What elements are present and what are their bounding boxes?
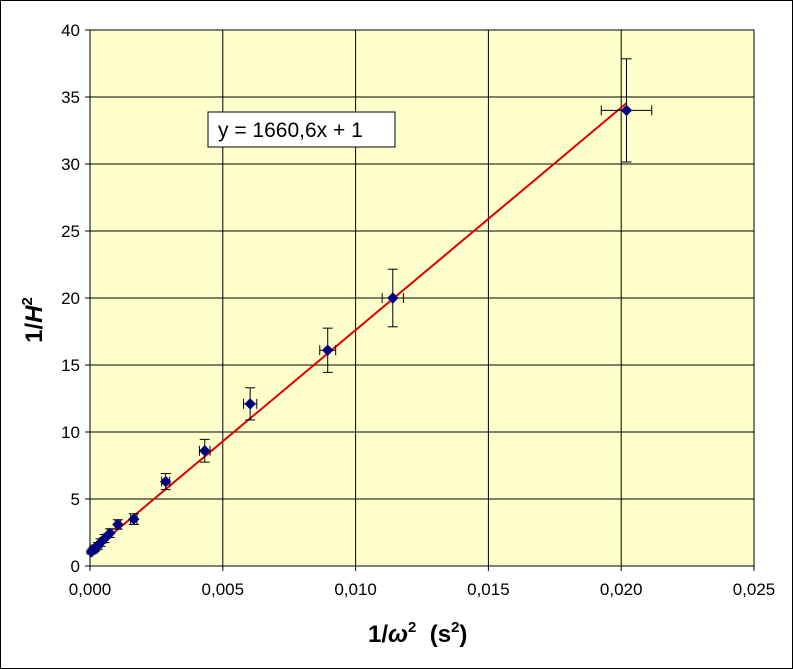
x-tick-label: 0,000 [69, 580, 112, 599]
y-tick-label: 35 [61, 88, 80, 107]
gridlines [89, 29, 755, 567]
y-axis-ticks: 0 5 10 15 20 25 30 35 40 [61, 21, 90, 576]
data-points [85, 104, 633, 558]
y-tick-label: 30 [61, 155, 80, 174]
equation-box: y = 1660,6x + 1 [207, 111, 396, 148]
y-axis-title: 1/H2 [19, 297, 48, 343]
y-tick-label: 0 [71, 557, 80, 576]
x-tick-label: 0,025 [733, 580, 776, 599]
x-axis-ticks: 0,000 0,005 0,010 0,015 0,020 0,025 [69, 566, 776, 599]
data-point-marker [244, 398, 256, 410]
data-point-marker [104, 527, 116, 539]
data-point-marker [199, 445, 211, 457]
x-tick-label: 0,010 [334, 580, 377, 599]
data-point-marker [620, 104, 633, 117]
x-tick-label: 0,005 [202, 580, 245, 599]
x-tick-label: 0,015 [467, 580, 510, 599]
data-point-marker [159, 475, 172, 488]
x-axis-title: 1/ω2 (s2) [368, 619, 467, 648]
x-tick-label: 0,020 [600, 580, 643, 599]
y-tick-label: 5 [71, 490, 80, 509]
y-tick-label: 20 [61, 289, 80, 308]
y-tick-label: 10 [61, 423, 80, 442]
y-tick-label: 15 [61, 356, 80, 375]
data-point-marker [112, 518, 124, 531]
data-point-marker [387, 292, 399, 304]
trendline [89, 102, 628, 554]
y-tick-label: 25 [61, 222, 80, 241]
trendline-equation: y = 1660,6x + 1 [218, 119, 363, 142]
y-tick-label: 40 [61, 21, 80, 40]
data-point-marker [322, 344, 334, 356]
data-point-marker [128, 513, 140, 525]
